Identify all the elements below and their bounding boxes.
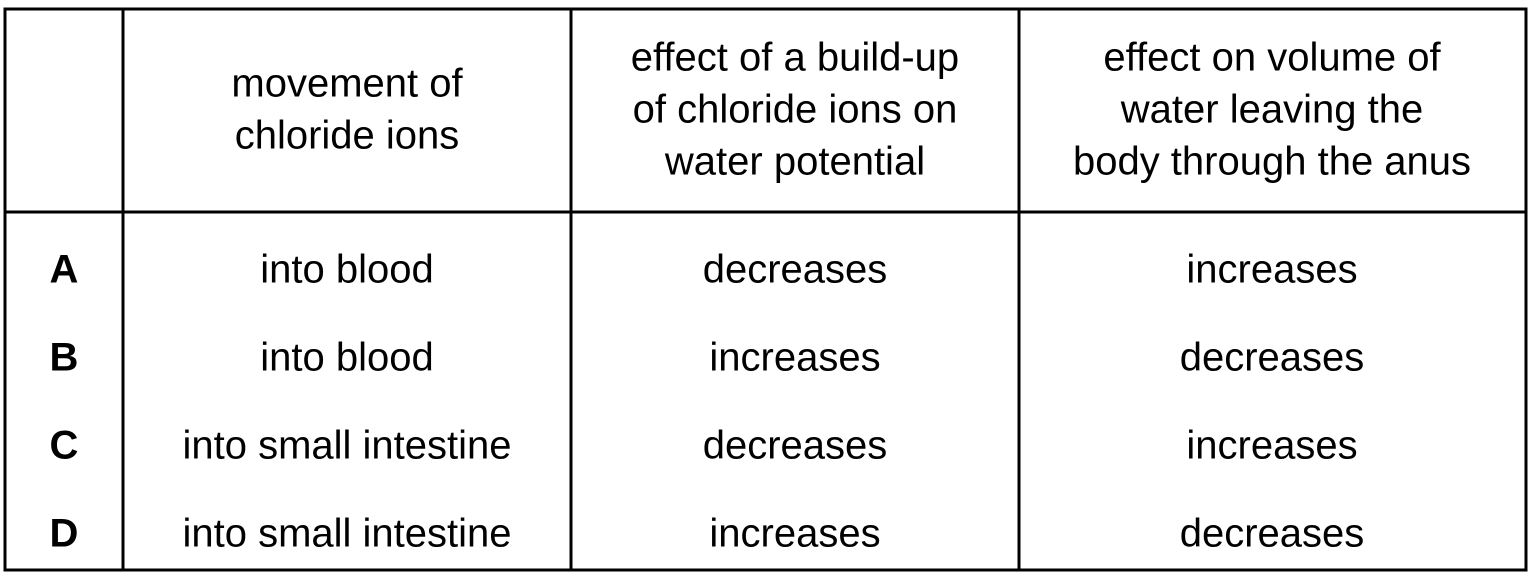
cell-text: increases: [1186, 424, 1357, 468]
cell-text: decreases: [703, 248, 888, 292]
header-text: movement of: [231, 62, 463, 106]
cell-text: into small intestine: [182, 512, 511, 556]
row-label: C: [50, 424, 79, 468]
cell-text: decreases: [703, 424, 888, 468]
header-text: of chloride ions on: [633, 88, 958, 132]
cell-text: into small intestine: [182, 424, 511, 468]
row-label: D: [50, 512, 79, 556]
header-text: body through the anus: [1073, 140, 1471, 184]
cell-text: decreases: [1180, 512, 1365, 556]
row-label: B: [50, 336, 79, 380]
header-text: chloride ions: [235, 114, 460, 158]
header-text: effect on volume of: [1103, 36, 1441, 80]
cell-text: increases: [1186, 248, 1357, 292]
cell-text: into blood: [260, 248, 433, 292]
row-label: A: [50, 248, 79, 292]
cell-text: increases: [709, 336, 880, 380]
header-text: water leaving the: [1120, 88, 1423, 132]
cell-text: increases: [709, 512, 880, 556]
header-text: effect of a build-up: [631, 36, 959, 80]
header-text: water potential: [664, 140, 925, 184]
cell-text: decreases: [1180, 336, 1365, 380]
cell-text: into blood: [260, 336, 433, 380]
table-border: [3, 7, 1528, 572]
